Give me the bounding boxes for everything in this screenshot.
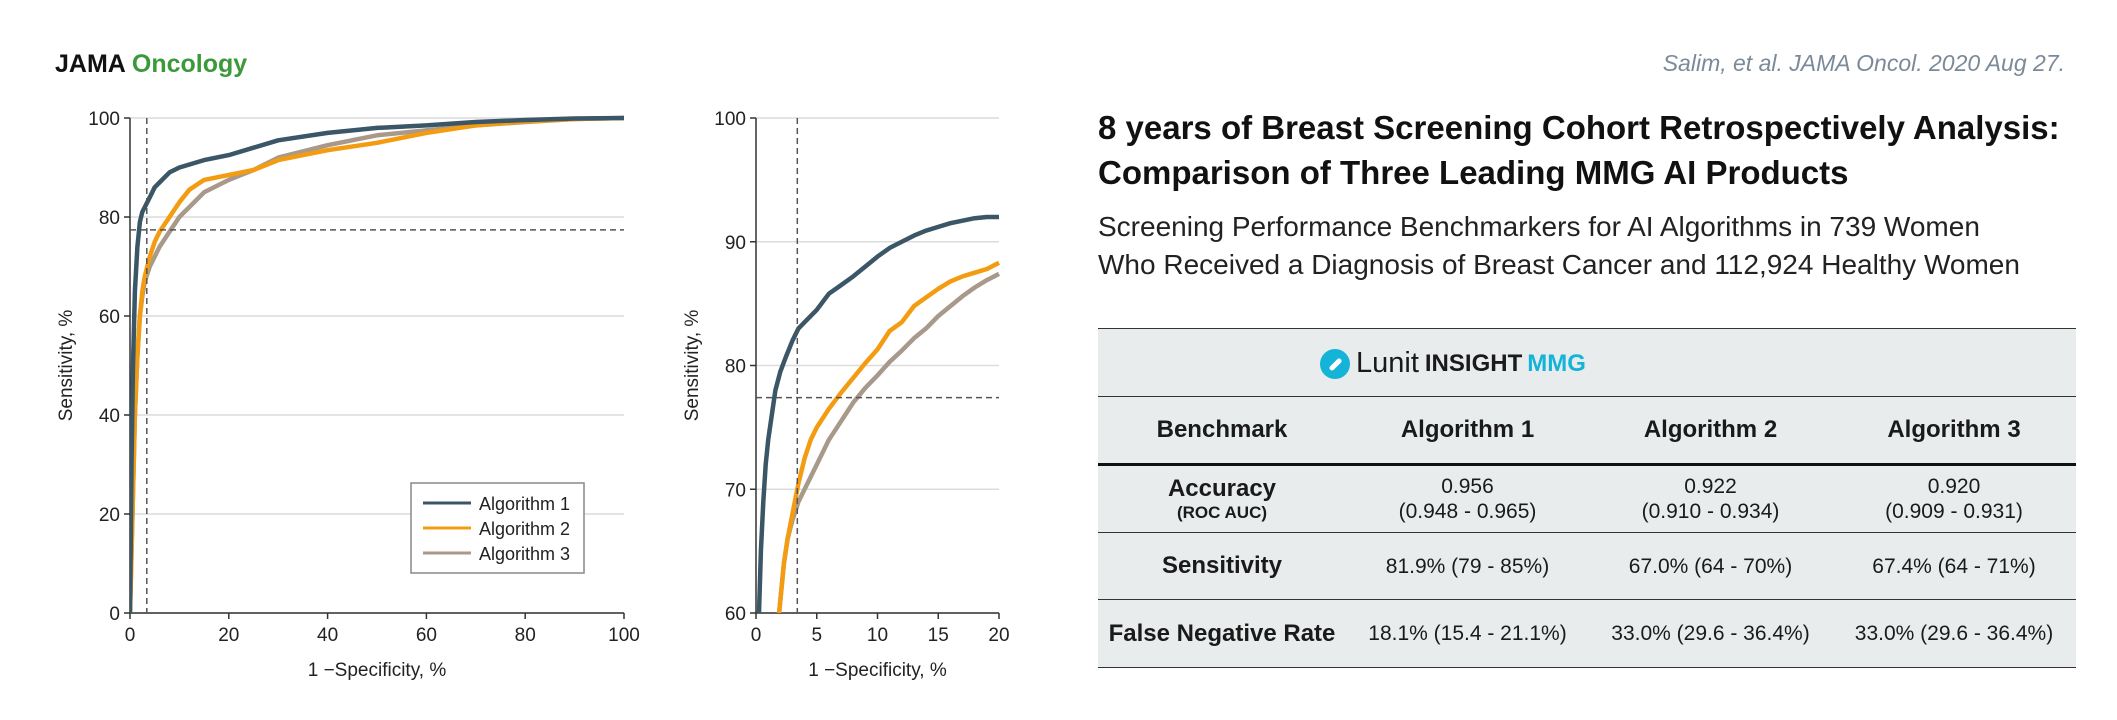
panel-subtitle: Screening Performance Benchmarkers for A… xyxy=(1098,208,2020,284)
roc-chart-full: 0 20 40 60 80 100 0 20 40 60 80 100 1 −Specificity, … xyxy=(56,109,640,681)
legend-label-algorithm-2: Algorithm 2 xyxy=(479,519,570,539)
lunit-logo-icon xyxy=(1320,348,1350,379)
legend-label-algorithm-3: Algorithm 3 xyxy=(479,544,570,564)
roc-chart-zoomed: 60 70 80 90 100 0 5 10 15 20 1 −Specificity, % Sens… xyxy=(682,109,1010,681)
series-line-algorithm-1 xyxy=(756,214,999,613)
cell-fnr-alg3: 33.0% (29.6 - 36.4%) xyxy=(1854,622,2054,645)
y-tick-label: 80 xyxy=(725,357,746,378)
y-axis-label: Sensitivity, % xyxy=(56,310,77,422)
y-tick-label: 90 xyxy=(725,233,746,254)
x-tick-label: 0 xyxy=(125,625,136,646)
header-benchmark: Benchmark xyxy=(1156,416,1288,443)
x-tick-label: 5 xyxy=(811,625,822,646)
x-tick-label: 20 xyxy=(988,625,1009,646)
table-row-accuracy: Accuracy (ROC AUC) 0.956 (0.948 - 0.965)… xyxy=(1098,466,2076,533)
logo-word-mmg: MMG xyxy=(1527,349,1586,377)
panel-title: 8 years of Breast Screening Cohort Retro… xyxy=(1098,105,2060,195)
y-axis-label: Sensitivity, % xyxy=(682,310,703,422)
panel-subtitle-line1: Screening Performance Benchmarkers for A… xyxy=(1098,211,1980,242)
x-tick-label: 10 xyxy=(867,625,888,646)
cell-value: 0.922 xyxy=(1684,475,1737,498)
y-tick-label: 100 xyxy=(714,109,746,130)
header-algorithm-1: Algorithm 1 xyxy=(1400,416,1535,443)
header-algorithm-3: Algorithm 3 xyxy=(1887,416,2021,443)
y-tick-label: 0 xyxy=(109,604,120,625)
logo-word-insight: INSIGHT xyxy=(1424,349,1523,377)
cell-sensitivity-alg3: 67.4% (64 - 71%) xyxy=(1872,554,2036,578)
cell-sensitivity-alg1: 81.9% (79 - 85%) xyxy=(1385,554,1550,578)
cell-interval: (0.909 - 0.931) xyxy=(1885,500,2023,523)
x-tick-label: 100 xyxy=(608,625,640,646)
citation: Salim, et al. JAMA Oncol. 2020 Aug 27. xyxy=(1662,50,2065,76)
cell-value: 0.956 xyxy=(1441,475,1494,498)
journal-name: JAMA Oncology xyxy=(55,50,247,79)
series-line-algorithm-2 xyxy=(776,260,1001,613)
header-algorithm-2: Algorithm 2 xyxy=(1643,416,1778,443)
journal-name-accent: Oncology xyxy=(131,50,248,78)
y-tick-label: 20 xyxy=(99,505,120,526)
panel-title-line2: Comparison of Three Leading MMG AI Produ… xyxy=(1098,154,1849,191)
y-tick-label: 60 xyxy=(725,604,746,625)
x-axis-label: 1 −Specificity, % xyxy=(308,660,447,681)
row-label-fnr: False Negative Rate xyxy=(1108,619,1336,647)
cell-value: 0.920 xyxy=(1927,475,1981,498)
y-tick-label: 60 xyxy=(99,307,120,328)
series-line-algorithm-3 xyxy=(776,271,1001,613)
cell-interval: (0.910 - 0.934) xyxy=(1641,500,1780,523)
panel-subtitle-line2: Who Received a Diagnosis of Breast Cance… xyxy=(1098,249,2020,280)
cell-accuracy-alg3: 0.920 (0.909 - 0.931) xyxy=(1832,474,2076,524)
y-tick-label: 70 xyxy=(725,480,746,501)
x-tick-label: 20 xyxy=(218,625,239,646)
y-tick-label: 80 xyxy=(99,208,120,229)
logo-word-lunit: Lunit xyxy=(1356,347,1419,379)
x-tick-label: 0 xyxy=(751,625,762,646)
x-tick-label: 40 xyxy=(317,625,338,646)
cell-sensitivity-alg2: 67.0% (64 - 70%) xyxy=(1628,554,1793,578)
table-header-row: Benchmark Algorithm 1 Algorithm 2 Algori… xyxy=(1098,397,2076,466)
table-row-fnr: False Negative Rate 18.1% (15.4 - 21.1%)… xyxy=(1098,600,2076,668)
legend-label-algorithm-1: Algorithm 1 xyxy=(479,494,570,514)
row-label-accuracy: Accuracy (ROC AUC) xyxy=(1098,475,1346,523)
series-line-algorithm-1 xyxy=(130,115,625,613)
x-axis-label: 1 −Specificity, % xyxy=(808,660,947,681)
cell-interval: (0.948 - 0.965) xyxy=(1398,500,1537,523)
table-row-sensitivity: Sensitivity 81.9% (79 - 85%) 67.0% (64 -… xyxy=(1098,533,2076,600)
x-tick-label: 15 xyxy=(928,625,949,646)
cell-fnr-alg1: 18.1% (15.4 - 21.1%) xyxy=(1368,622,1567,645)
y-tick-label: 100 xyxy=(88,109,120,130)
row-label-accuracy-sub: (ROC AUC) xyxy=(1176,503,1268,522)
table-logo-row: Lunit INSIGHT MMG xyxy=(1098,329,2076,397)
cell-accuracy-alg1: 0.956 (0.948 - 0.965) xyxy=(1346,474,1589,524)
panel-title-line1: 8 years of Breast Screening Cohort Retro… xyxy=(1098,109,2060,146)
x-tick-label: 60 xyxy=(416,625,437,646)
cell-accuracy-alg2: 0.922 (0.910 - 0.934) xyxy=(1589,474,1832,524)
cell-fnr-alg2: 33.0% (29.6 - 36.4%) xyxy=(1611,622,1810,645)
x-tick-label: 80 xyxy=(515,625,536,646)
lunit-logo: Lunit INSIGHT MMG xyxy=(1320,347,1586,380)
journal-name-main: JAMA xyxy=(55,50,125,78)
row-label-accuracy-main: Accuracy xyxy=(1167,475,1277,502)
benchmark-table: Lunit INSIGHT MMG Benchmark Algorithm 1 … xyxy=(1098,328,2076,668)
y-tick-label: 40 xyxy=(99,406,120,427)
row-label-sensitivity: Sensitivity xyxy=(1161,552,1283,579)
series-line-algorithm-2 xyxy=(130,115,625,613)
